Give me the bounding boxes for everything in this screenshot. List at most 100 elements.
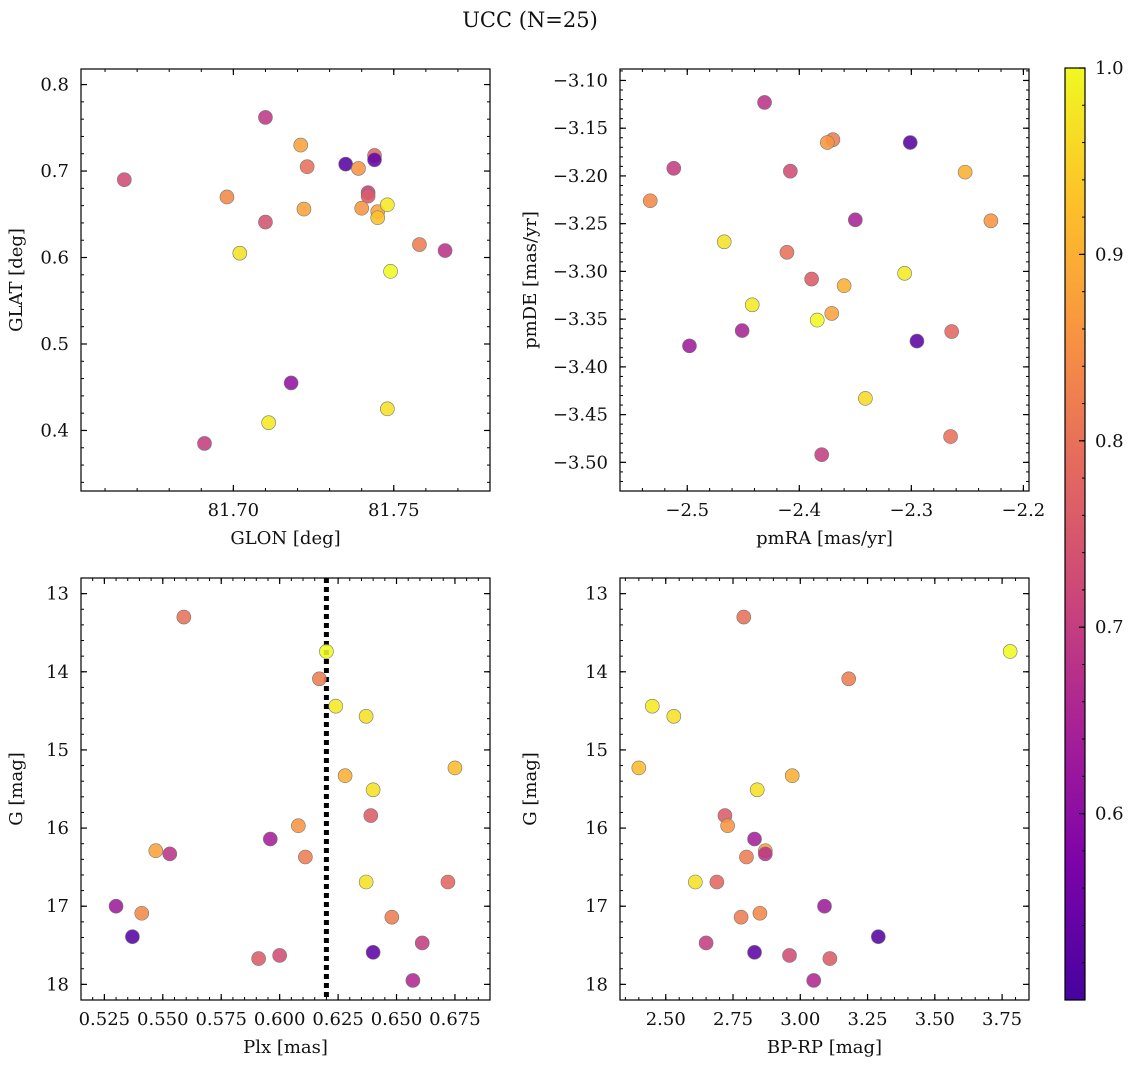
scatter-point — [698, 935, 714, 951]
y-tick-label: 15 — [46, 740, 69, 761]
scatter-point — [688, 874, 703, 890]
x-tick-label: 2.75 — [713, 1009, 753, 1030]
x-axis-label: Plx [mas] — [243, 1037, 328, 1058]
y-tick-label: −3.20 — [553, 166, 608, 187]
x-tick-label: 0.625 — [312, 1009, 364, 1030]
scatter-point — [666, 160, 682, 176]
y-tick-label: 0.6 — [40, 248, 69, 269]
scatter-point — [752, 905, 768, 921]
panel-color-magnitude: 2.50 2.75 3.00 3.25 3.50 3.75 13 14 15 16 17 18 BP-R… — [520, 577, 1030, 1058]
scatter-point — [814, 447, 829, 463]
scatter-point — [757, 95, 772, 110]
scatter-point — [405, 973, 421, 988]
scatter-point — [291, 818, 306, 834]
y-tick-label: −3.35 — [553, 309, 608, 330]
scatter-point — [747, 945, 762, 960]
colorbar-tick-label: 0.8 — [1095, 431, 1124, 452]
scatter-point — [779, 245, 795, 260]
x-tick-label: 0.525 — [79, 1009, 131, 1030]
scatter-point — [117, 172, 132, 187]
scatter-point — [783, 163, 798, 179]
panel-glon-glat: 81.70 81.75 0.4 0.5 0.6 0.7 0.8 GLON [deg] GLAT … — [6, 68, 491, 549]
scatter-point — [836, 278, 852, 294]
scatter-point — [744, 297, 760, 313]
colorbar-gradient — [1064, 67, 1086, 1001]
scatter-point — [176, 609, 192, 625]
y-tick-label: −3.40 — [553, 357, 608, 378]
scatter-point — [902, 135, 918, 150]
scatter-point — [716, 234, 732, 250]
panel-proper-motion: −2.5 −2.4 −2.3 −2.2 −3.50 −3.45 −3.40 −3.35 −3.3… — [520, 68, 1046, 549]
scatter-point — [666, 709, 682, 724]
x-tick-label: −2.2 — [1002, 500, 1046, 521]
scatter-point — [747, 831, 762, 847]
x-tick-label: −2.5 — [665, 500, 709, 521]
x-tick-label: 0.575 — [195, 1009, 247, 1030]
scatter-point — [358, 709, 374, 724]
x-tick-label: −2.4 — [777, 500, 821, 521]
scatter-point — [365, 945, 381, 960]
scatter-point — [354, 200, 369, 216]
x-tick-label: 81.75 — [368, 500, 420, 521]
scatter-point — [736, 609, 752, 625]
scatter-point — [383, 264, 398, 279]
scatter-point — [820, 135, 835, 150]
scatter-point — [258, 110, 273, 125]
x-tick-label: 3.50 — [915, 1009, 955, 1030]
scatter-point — [367, 152, 382, 168]
colorbar-tick-label: 0.7 — [1095, 617, 1124, 638]
y-tick-label: 13 — [585, 584, 608, 605]
scatter-points — [117, 110, 453, 451]
scatter-point — [440, 874, 456, 890]
y-tick-label: 15 — [585, 740, 608, 761]
scatter-point — [351, 161, 366, 176]
scatter-point — [219, 189, 235, 205]
scatter-point — [380, 197, 395, 213]
scatter-point — [384, 909, 400, 925]
scatter-point — [720, 818, 735, 834]
x-tick-label: 0.650 — [371, 1009, 423, 1030]
scatter-point — [739, 849, 754, 865]
scatter-point — [299, 159, 315, 175]
scatter-point — [232, 245, 248, 261]
scatter-point — [944, 324, 959, 339]
scatter-point — [197, 436, 212, 451]
scatter-point — [804, 271, 819, 287]
colorbar: 0.6 0.7 0.8 0.9 1.0 — [1064, 58, 1124, 1001]
y-axis-label: pmDE [mas/yr] — [520, 211, 541, 349]
scatter-point — [261, 415, 276, 430]
scatter-point — [447, 760, 463, 776]
scatter-point — [338, 156, 353, 172]
scatter-points — [631, 609, 1018, 988]
scatter-point — [841, 671, 857, 687]
scatter-point — [784, 768, 800, 784]
plot-frame — [80, 68, 491, 492]
y-tick-label: −3.45 — [553, 405, 608, 426]
scatter-point — [125, 929, 140, 945]
colorbar-tick-label: 0.9 — [1095, 244, 1124, 265]
y-axis-label: G [mag] — [520, 752, 541, 825]
scatter-point — [258, 214, 273, 230]
scatter-point — [809, 312, 825, 328]
scatter-points — [642, 95, 999, 463]
x-axis-label: pmRA [mas/yr] — [756, 528, 893, 549]
x-axis-label: GLON [deg] — [230, 528, 340, 549]
y-axis-label: G [mag] — [6, 752, 27, 825]
y-tick-label: 16 — [585, 818, 608, 839]
scatter-point — [414, 935, 430, 951]
plot-frame — [619, 68, 1030, 492]
scatter-point — [363, 808, 379, 823]
y-tick-label: −3.50 — [553, 452, 608, 473]
y-tick-label: 14 — [46, 662, 69, 683]
y-tick-label: −3.10 — [553, 70, 608, 91]
scatter-point — [319, 644, 334, 659]
y-tick-label: 17 — [46, 896, 69, 917]
scatter-point — [370, 210, 386, 226]
scatter-point — [251, 951, 266, 966]
x-tick-label: 2.50 — [646, 1009, 686, 1030]
x-tick-label: −2.3 — [889, 500, 933, 521]
y-tick-label: −3.15 — [553, 118, 608, 139]
scatter-point — [380, 401, 395, 417]
scatter-point — [734, 323, 750, 338]
x-tick-label: 81.70 — [208, 500, 260, 521]
